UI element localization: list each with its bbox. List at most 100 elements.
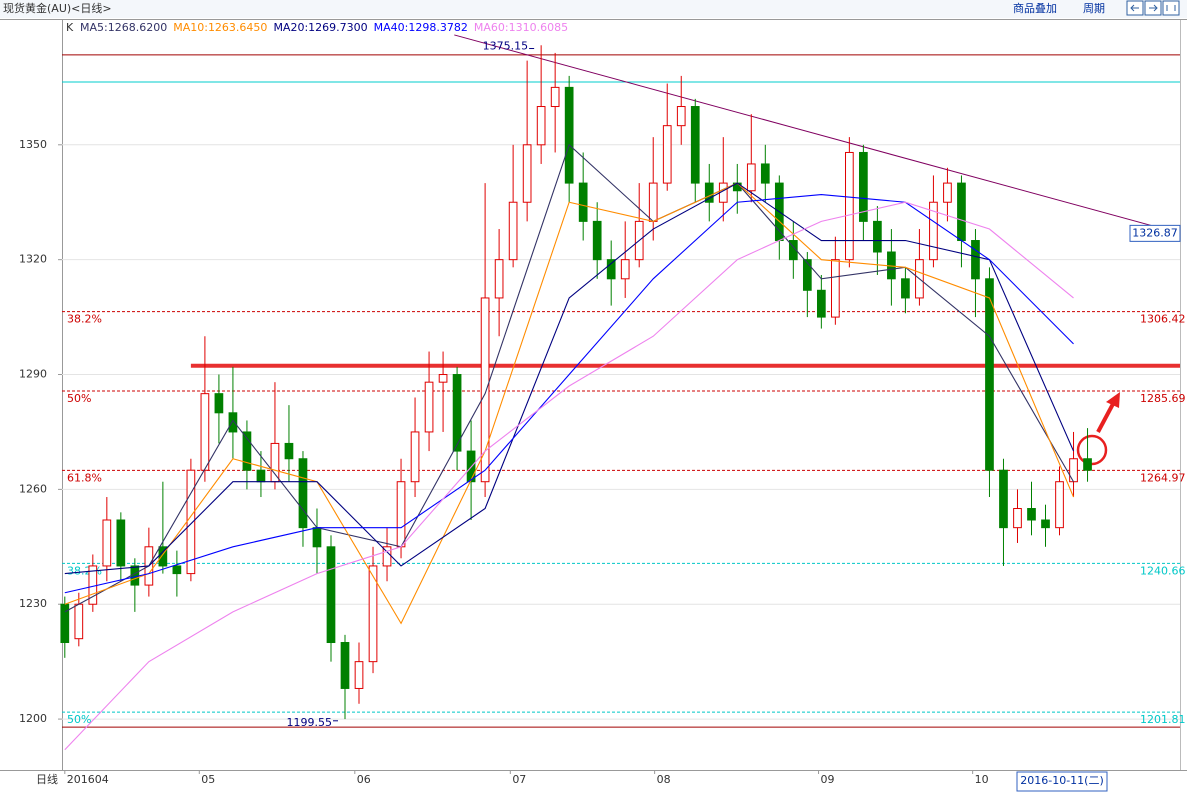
y-tick-label: 1320 (19, 253, 47, 266)
candle-body (424, 381, 434, 433)
candle-body (802, 259, 812, 291)
candle-body (760, 163, 770, 184)
candle-body (985, 278, 994, 471)
candle-body (971, 240, 980, 280)
trend-value: 1326.87 (1132, 226, 1178, 239)
k-label: K (66, 21, 74, 34)
candle-body (957, 182, 966, 242)
x-tick-label: 09 (821, 773, 835, 786)
x-tick-label: 10 (975, 773, 989, 786)
candle-body (901, 278, 910, 299)
fib-value: 1306.42 (1140, 313, 1186, 326)
header-title: 现货黄金(AU)<日线> (3, 1, 112, 15)
date-box (1016, 771, 1108, 792)
current-date: 2016-10-11(二) (1020, 774, 1104, 787)
fib-value: 1264.97 (1140, 471, 1186, 484)
candle-body (284, 442, 294, 460)
candle-body (214, 393, 224, 414)
y-tick-label: 1260 (19, 482, 47, 495)
period-label: 日线 (36, 772, 58, 786)
x-tick-label: 05 (201, 773, 215, 786)
ma-line (64, 143, 1075, 613)
x-tick-label: 07 (512, 773, 526, 786)
candle-body (410, 431, 420, 483)
candle-body (831, 259, 840, 318)
candle-body (480, 297, 490, 483)
candle-body (438, 374, 448, 383)
candle-body (74, 603, 84, 640)
legend-entry: MA60:1310.6085 (474, 21, 568, 34)
fib-value: 1240.66 (1140, 564, 1186, 577)
candle-body (648, 182, 658, 222)
top-bar (0, 0, 1187, 18)
candle-body (536, 106, 546, 146)
candle-body (816, 289, 826, 318)
candle-body (270, 442, 280, 483)
ma-line (64, 201, 1074, 751)
candle-body (929, 201, 938, 261)
candle-body (564, 86, 574, 184)
marker-circle (1076, 392, 1120, 466)
candle-body (859, 151, 868, 222)
candle-body (298, 458, 308, 529)
candle-body (550, 86, 560, 108)
candle-body (508, 201, 518, 261)
candle-body (340, 642, 350, 689)
fib-label: 38.2% (67, 313, 102, 326)
price-box (1129, 224, 1181, 242)
candle-body (1083, 458, 1092, 471)
candle-body (354, 661, 364, 689)
y-tick-label: 1200 (19, 712, 47, 725)
candle-body (326, 546, 336, 644)
candle-body (1041, 519, 1050, 529)
candle-body (943, 182, 952, 203)
candle-body (606, 259, 616, 280)
fib-label: 50% (67, 392, 91, 405)
x-tick-label: 201604 (67, 773, 109, 786)
x-tick-label: 06 (357, 773, 371, 786)
y-tick-label: 1290 (19, 368, 47, 381)
candle-body (1055, 481, 1064, 529)
candle-body (1013, 508, 1022, 529)
ma-line (64, 182, 1075, 625)
candle-body (1069, 458, 1078, 483)
y-tick-label: 1350 (19, 138, 47, 151)
candle-body (1027, 508, 1036, 521)
candle-body (999, 469, 1008, 529)
candle-body (690, 106, 700, 184)
legend-entry: MA40:1298.3782 (374, 21, 468, 34)
candle-body (788, 240, 798, 261)
candle-body (522, 144, 532, 203)
candle-body (452, 374, 462, 452)
x-tick-label: 08 (657, 773, 671, 786)
candle-body (200, 393, 210, 471)
candle-body (873, 220, 882, 253)
trend-line (454, 34, 1181, 234)
legend-entry: MA20:1269.7300 (273, 21, 367, 34)
candle-body (172, 565, 182, 575)
candle-body (228, 412, 238, 433)
candle-body (102, 519, 112, 567)
y-tick-label: 1230 (19, 597, 47, 610)
candle-body (662, 125, 672, 184)
candle-body (312, 527, 322, 548)
extreme-label: 1199.55 (286, 716, 332, 729)
candle-body (186, 469, 196, 575)
candle-body (396, 481, 406, 548)
candle-body (845, 151, 854, 261)
candle-body (620, 259, 630, 280)
ma-line (64, 182, 1075, 575)
candle-body (494, 259, 504, 299)
candle-body (578, 182, 588, 222)
nav-buttons[interactable] (1126, 0, 1180, 16)
candle-body (746, 163, 756, 192)
menu-item[interactable]: 周期 (1083, 2, 1105, 15)
fib-label: 61.8% (67, 471, 102, 484)
fib-value: 1285.69 (1140, 392, 1186, 405)
menu-item[interactable]: 商品叠加 (1013, 1, 1057, 15)
candle-body (242, 431, 252, 471)
legend-entry: MA5:1268.6200 (80, 21, 167, 34)
candle-body (256, 469, 266, 483)
legend-entry: MA10:1263.6450 (173, 21, 267, 34)
